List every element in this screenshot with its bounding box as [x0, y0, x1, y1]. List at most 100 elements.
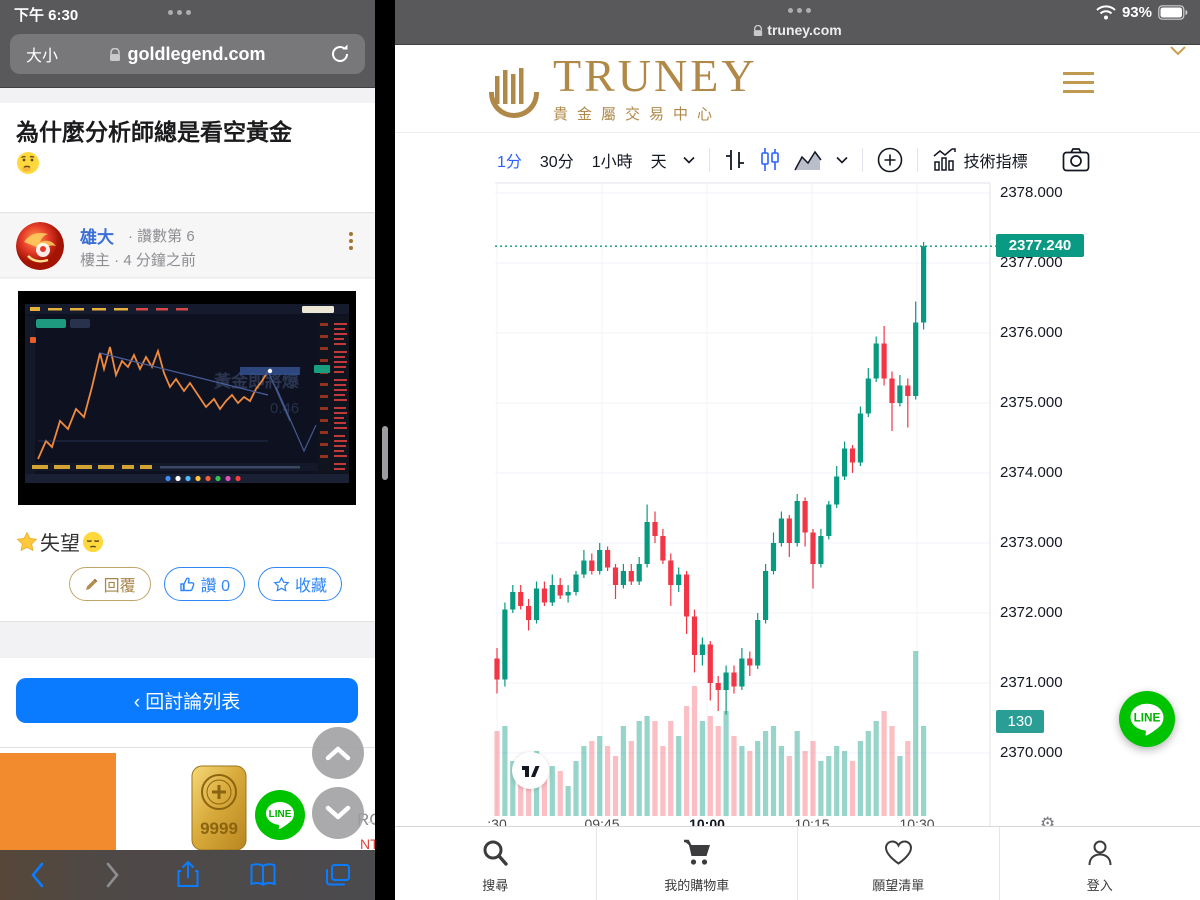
camera-icon[interactable] [1062, 148, 1090, 172]
left-url[interactable]: goldlegend.com [10, 44, 365, 65]
right-safari-window: truney.com 93% TRUNEY 貴金屬交易中心 1分 30分 1小時… [395, 0, 1200, 900]
back-to-list-button[interactable]: ‹ 回討論列表 [16, 678, 358, 723]
svg-text:黃金即將爆: 黃金即將爆 [213, 371, 300, 391]
truney-logo[interactable]: TRUNEY 貴金屬交易中心 [483, 53, 758, 124]
menu-hamburger-icon[interactable] [1063, 72, 1094, 93]
tabs-icon [325, 864, 350, 886]
back-nav-button[interactable] [0, 862, 75, 888]
author-name[interactable]: 雄大 [80, 228, 114, 247]
post-menu-icon[interactable] [349, 232, 353, 250]
compare-plus-icon[interactable] [877, 147, 903, 173]
post-comment: 失望 [16, 527, 104, 556]
share-button[interactable] [150, 861, 225, 889]
star-outline-icon [273, 576, 290, 592]
heart-icon [884, 840, 912, 865]
section-gap [0, 623, 375, 658]
last-price-badge: 2377.240 [996, 234, 1084, 257]
indicators-label[interactable]: 技術指標 [963, 154, 1028, 171]
brand-name: TRUNEY [553, 50, 758, 101]
toolbar-separator [916, 148, 918, 172]
toolbar-separator [708, 148, 710, 172]
area-style-icon[interactable] [793, 148, 822, 172]
price-tick-label: 2372.000 [1000, 604, 1063, 621]
back-section: ‹ 回討論列表 [0, 658, 375, 748]
thumb-up-icon [179, 577, 194, 591]
nav-cart[interactable]: 我的購物車 [597, 827, 798, 900]
brand-subtitle: 貴金屬交易中心 [553, 106, 722, 123]
svg-text:LINE: LINE [269, 809, 292, 820]
line-share-badge[interactable]: LINE [255, 790, 305, 840]
collapse-chevron-icon[interactable] [1170, 46, 1186, 56]
post-image-chart-screenshot[interactable]: 黃金即將爆 0.46 [18, 291, 356, 505]
post-title: 為什麼分析師總是看空黃金 [16, 117, 359, 183]
favorite-button[interactable]: 收藏 [257, 567, 342, 601]
like-button[interactable]: 讚 0 [163, 567, 245, 601]
price-tick-label: 2370.000 [1000, 744, 1063, 761]
bars-style-icon[interactable] [724, 148, 746, 172]
chevron-down-icon [325, 805, 351, 820]
book-icon [250, 863, 275, 887]
indicators-icon[interactable] [932, 148, 958, 172]
truney-logo-icon [488, 68, 540, 119]
price-tick-label: 2378.000 [1000, 184, 1063, 201]
battery-percent: 93% [1121, 4, 1152, 21]
wifi-icon [1096, 5, 1116, 20]
split-view-divider [375, 0, 395, 900]
nav-wishlist[interactable]: 願望清單 [798, 827, 1000, 900]
thinking-emoji [17, 152, 39, 175]
scroll-to-top-button[interactable] [312, 727, 364, 779]
right-url[interactable]: truney.com [395, 22, 1200, 38]
left-address-bar[interactable]: 大小 goldlegend.com [10, 34, 365, 74]
lock-icon [110, 47, 121, 61]
window-handle-dots[interactable] [168, 10, 191, 15]
status-time: 下午 6:30 [14, 7, 79, 24]
safari-bottom-toolbar [0, 850, 375, 900]
nav-search[interactable]: 搜尋 [395, 827, 597, 900]
text-size-button[interactable]: 大小 [26, 48, 59, 65]
last-volume-badge: 130 [996, 710, 1044, 733]
promo-banner-orange[interactable] [0, 753, 116, 850]
bottom-navigation: 搜尋 我的購物車 願望清單 登入 [395, 826, 1200, 900]
tradingview-watermark[interactable] [512, 752, 549, 789]
gold-bar-product-image[interactable]: 9999 [176, 764, 262, 855]
timeframe-30min[interactable]: 30分 [539, 154, 574, 171]
post-actions: 回覆 讚 0 收藏 [68, 567, 342, 601]
chevron-down-icon[interactable] [836, 156, 848, 164]
left-safari-window: 下午 6:30 大小 goldlegend.com 為什麼分析師總是看空黃金 雄… [0, 0, 375, 900]
chart-toolbar: 1分 30分 1小時 天 技術指標 [495, 140, 1090, 180]
post-title-card: 為什麼分析師總是看空黃金 [0, 103, 375, 213]
pencil-icon [85, 578, 97, 590]
avatar[interactable] [16, 222, 64, 270]
scroll-to-bottom-button[interactable] [312, 787, 364, 839]
chevron-down-icon[interactable] [683, 156, 695, 164]
timeframe-1min[interactable]: 1分 [497, 154, 522, 171]
reload-icon[interactable] [329, 42, 351, 71]
price-tick-label: 2377.000 [1000, 254, 1063, 271]
timeframe-day[interactable]: 天 [650, 154, 667, 171]
site-header: TRUNEY 貴金屬交易中心 [395, 45, 1200, 133]
window-handle-dots[interactable] [788, 8, 811, 13]
status-cluster: 93% [1096, 4, 1188, 21]
line-label: LINE [1134, 711, 1161, 724]
timeframe-1hour[interactable]: 1小時 [591, 154, 633, 171]
candles-style-icon[interactable] [760, 147, 780, 173]
cart-icon [683, 839, 710, 865]
lock-icon [754, 24, 763, 36]
chevron-left-icon [31, 862, 44, 888]
chevron-up-icon [325, 746, 351, 761]
svg-text:9999: 9999 [200, 819, 238, 838]
divider-line [368, 822, 375, 823]
pensive-emoji [82, 531, 104, 552]
tabs-button[interactable] [300, 863, 375, 887]
right-browser-chrome: truney.com 93% [395, 0, 1200, 45]
person-icon [1088, 840, 1112, 866]
line-chat-button[interactable]: LINE [1119, 691, 1175, 747]
reply-button[interactable]: 回覆 [68, 567, 151, 601]
split-view-drag-handle[interactable] [382, 426, 388, 480]
price-tick-label: 2374.000 [1000, 464, 1063, 481]
nav-login[interactable]: 登入 [1000, 827, 1200, 900]
forward-nav-button[interactable] [75, 862, 150, 888]
bookmarks-button[interactable] [225, 863, 300, 887]
star-emoji [16, 531, 38, 551]
